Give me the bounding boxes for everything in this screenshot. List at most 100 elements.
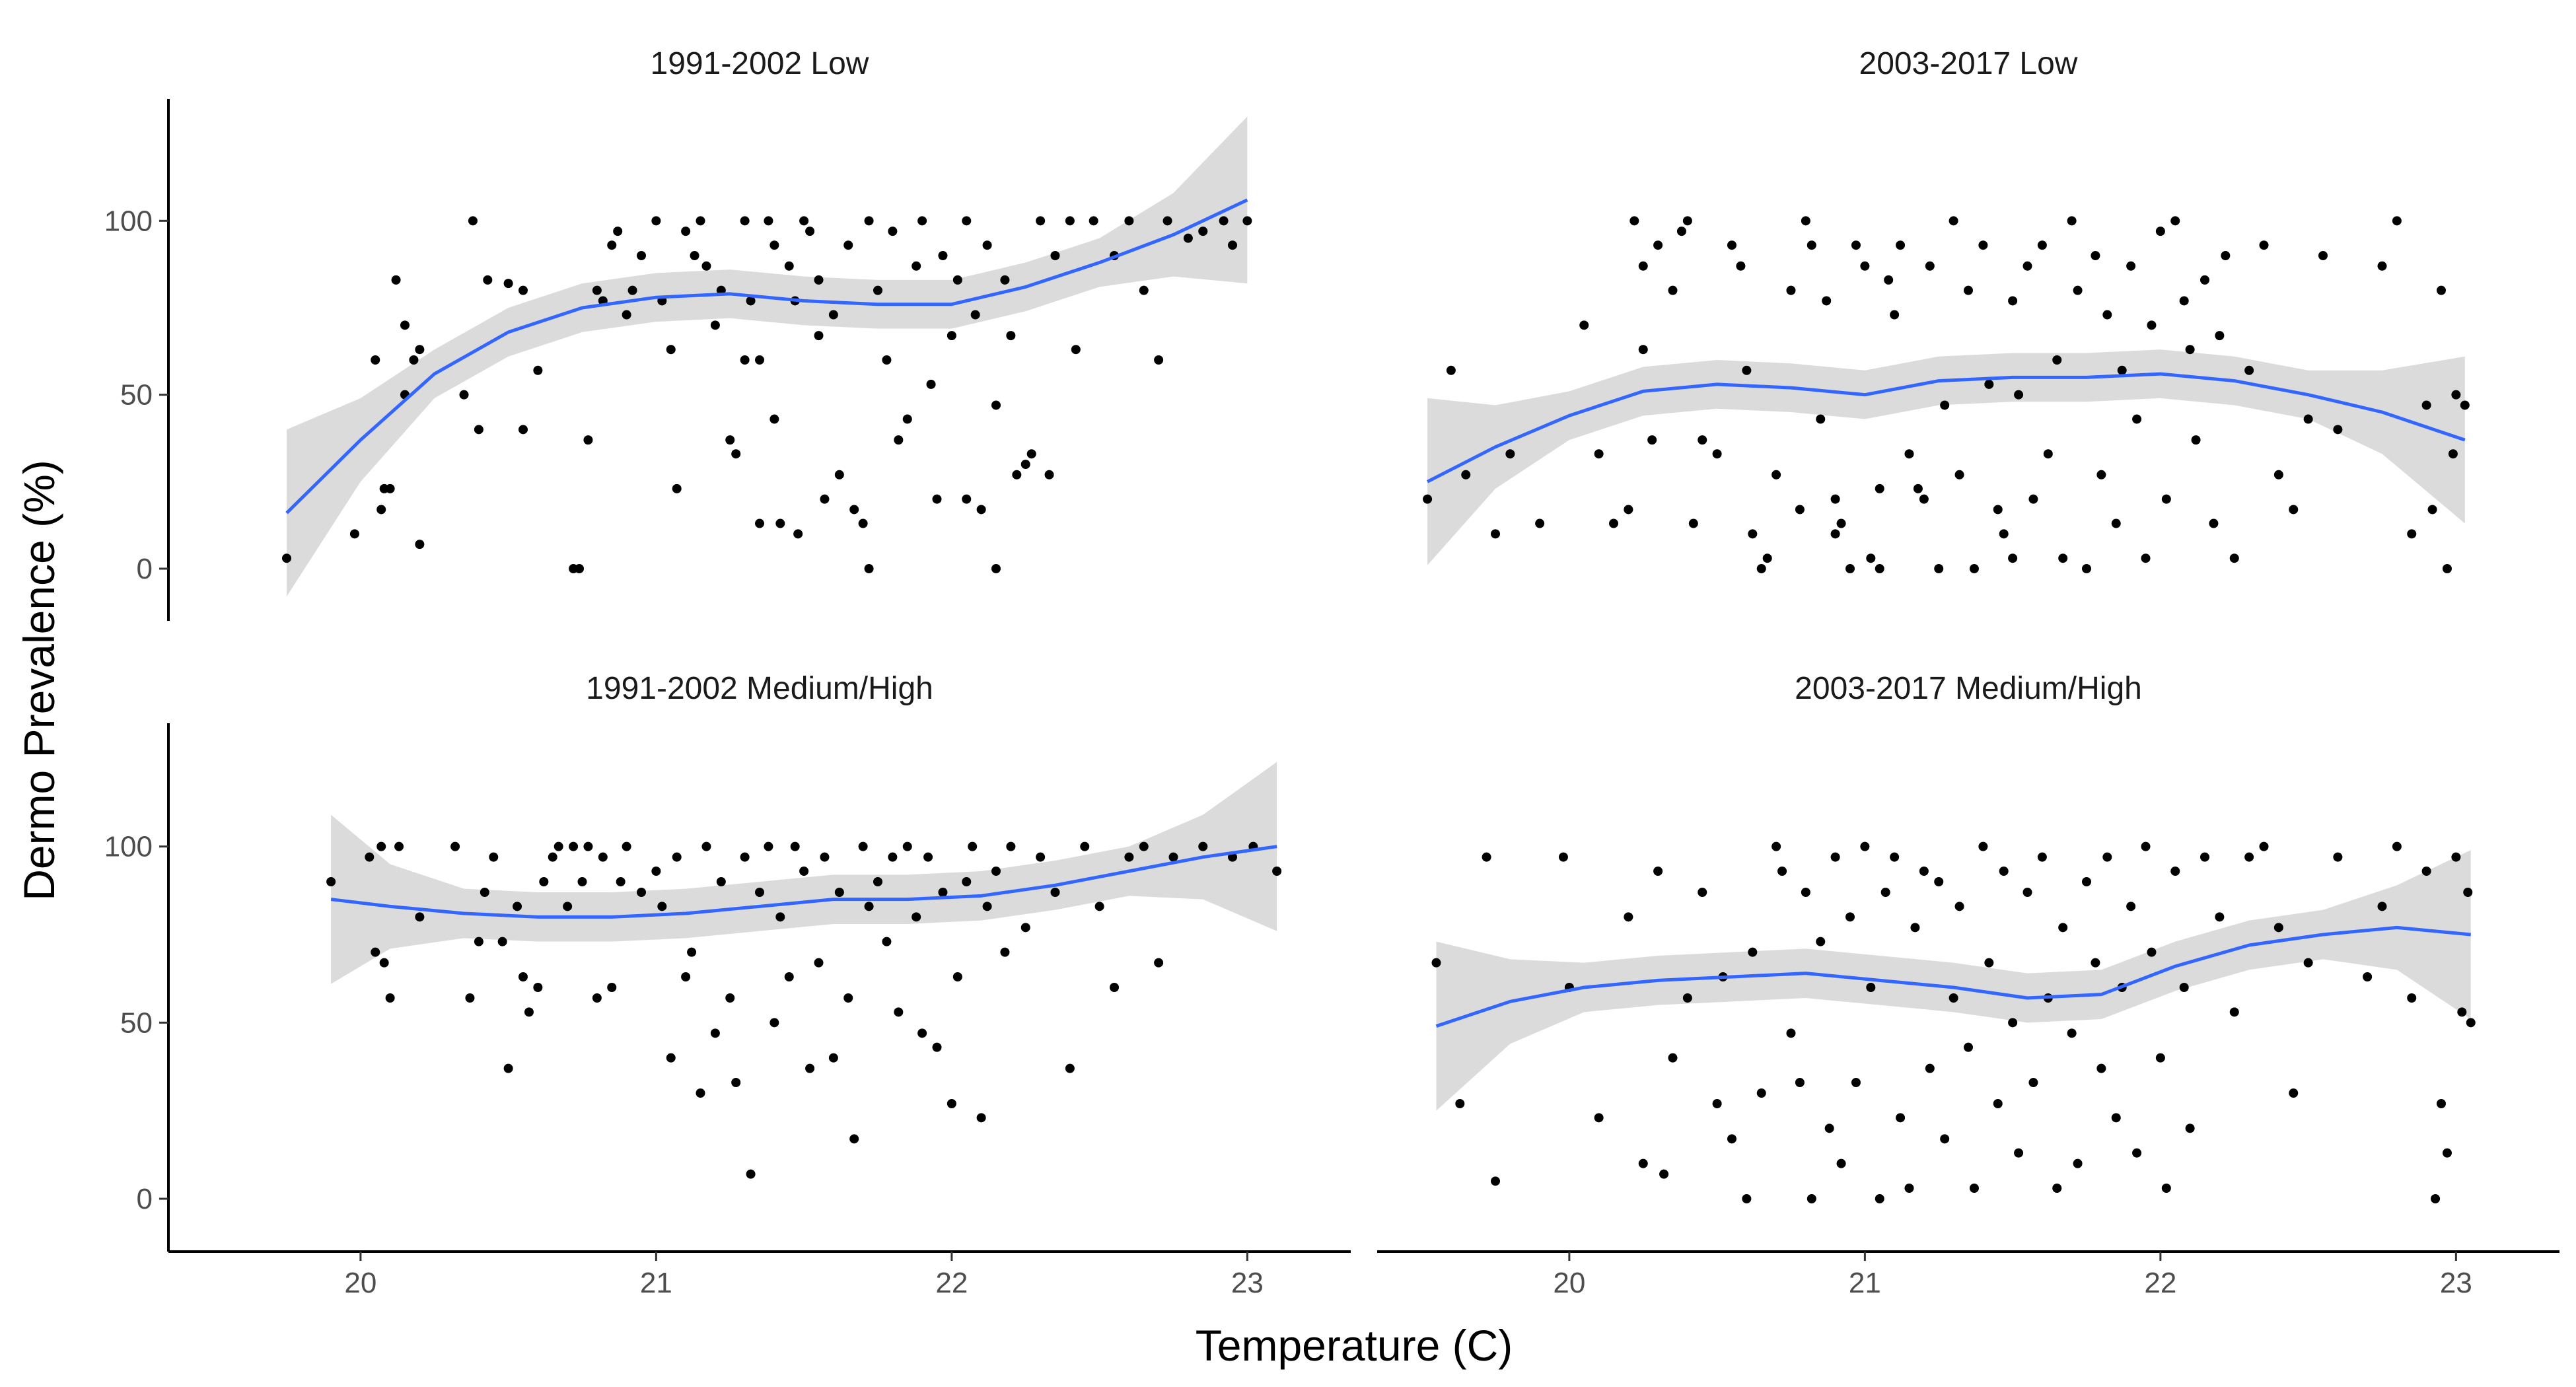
- data-point: [991, 400, 1001, 410]
- data-point: [716, 877, 726, 886]
- data-point: [1629, 216, 1639, 226]
- data-point: [2096, 470, 2106, 480]
- data-point: [834, 470, 844, 480]
- data-point: [701, 261, 711, 271]
- data-point: [938, 251, 948, 260]
- data-point: [1089, 216, 1098, 226]
- data-point: [533, 365, 543, 375]
- data-point: [740, 852, 750, 862]
- data-point: [784, 972, 794, 981]
- x-tick-label: 22: [935, 1267, 968, 1299]
- data-point: [1830, 494, 1840, 504]
- data-point: [2043, 449, 2053, 459]
- data-point: [376, 841, 386, 851]
- data-point: [1756, 564, 1766, 573]
- data-point: [1925, 1063, 1935, 1073]
- data-point: [1682, 216, 1692, 226]
- smooth-line: [1426, 372, 2466, 483]
- data-point: [962, 494, 972, 504]
- data-point: [2141, 841, 2151, 851]
- data-point: [666, 1053, 676, 1063]
- data-point: [1423, 494, 1433, 504]
- panel-3: 1991-2002 Medium/High 0 50 100 20 21 22 23: [104, 671, 1351, 1299]
- data-point: [1020, 923, 1030, 933]
- data-point: [2155, 1053, 2165, 1063]
- data-point: [2067, 1028, 2077, 1038]
- data-point: [864, 564, 874, 573]
- data-point: [1896, 240, 1906, 250]
- data-point: [820, 852, 830, 862]
- data-point: [607, 240, 617, 250]
- data-point: [1065, 216, 1075, 226]
- data-point: [1801, 888, 1810, 897]
- data-point: [1461, 470, 1471, 480]
- data-point: [2244, 365, 2254, 375]
- data-point: [2363, 972, 2373, 981]
- data-point: [917, 216, 927, 226]
- data-point: [2185, 345, 2195, 355]
- y-tick-label: 100: [104, 831, 153, 863]
- data-point: [365, 852, 375, 862]
- data-point: [1795, 505, 1805, 515]
- data-point: [1579, 320, 1589, 330]
- data-point: [513, 902, 522, 911]
- data-point: [1535, 518, 1545, 528]
- data-point: [2058, 553, 2068, 563]
- data-point: [2082, 877, 2091, 886]
- data-point: [1044, 470, 1054, 480]
- data-point: [583, 841, 593, 851]
- data-point: [1050, 888, 1060, 897]
- data-point: [1183, 233, 1193, 243]
- data-point: [2073, 285, 2083, 295]
- data-point: [2463, 888, 2473, 897]
- data-point: [888, 227, 898, 236]
- data-point: [1816, 414, 1826, 424]
- data-point: [1638, 261, 1648, 271]
- data-point: [577, 877, 587, 886]
- data-point: [843, 240, 853, 250]
- data-point: [740, 216, 750, 226]
- data-point: [746, 1169, 756, 1179]
- data-point: [769, 1018, 779, 1028]
- data-point: [1624, 912, 1633, 922]
- data-point: [385, 483, 395, 493]
- y-tick-label: 50: [120, 1007, 153, 1039]
- data-point: [1984, 379, 1994, 389]
- data-point: [902, 414, 912, 424]
- data-point: [1824, 1123, 1834, 1133]
- data-point: [947, 1099, 956, 1108]
- data-point: [2407, 993, 2417, 1003]
- data-point: [2200, 852, 2209, 862]
- data-point: [814, 331, 824, 341]
- data-point: [834, 888, 844, 897]
- data-point: [575, 564, 585, 573]
- data-point: [1647, 435, 1657, 445]
- data-point: [1154, 355, 1164, 365]
- data-point: [2014, 390, 2024, 400]
- data-point: [474, 425, 483, 435]
- data-point: [1919, 494, 1929, 504]
- data-point: [912, 261, 921, 271]
- data-point: [474, 937, 483, 946]
- data-point: [497, 937, 507, 946]
- data-point: [2014, 1148, 2024, 1158]
- data-point: [1219, 216, 1229, 226]
- data-point: [775, 518, 785, 528]
- data-point: [1668, 285, 1678, 295]
- data-point: [2407, 529, 2417, 539]
- data-point: [2073, 1158, 2083, 1168]
- data-point: [1446, 365, 1456, 375]
- data-point: [2451, 852, 2461, 862]
- data-point: [1638, 345, 1648, 355]
- data-point: [1154, 958, 1164, 968]
- data-point: [519, 972, 528, 981]
- data-point: [849, 1134, 859, 1144]
- data-point: [882, 937, 892, 946]
- data-point: [2448, 449, 2458, 459]
- data-point: [1748, 529, 1758, 539]
- data-point: [926, 379, 936, 389]
- data-point: [1653, 867, 1663, 876]
- data-point: [970, 310, 980, 320]
- data-point: [1026, 449, 1036, 459]
- data-point: [793, 529, 803, 539]
